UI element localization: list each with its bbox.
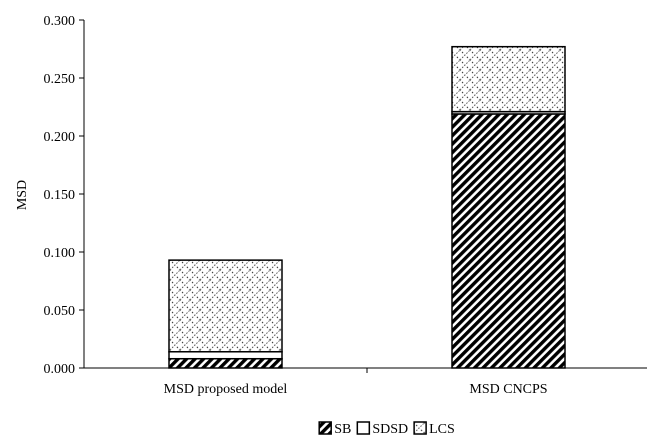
y-tick-label: 0.250: [44, 72, 76, 87]
bar-segment-sb-2: [451, 113, 566, 369]
legend-swatch: [413, 421, 427, 435]
bars: [168, 45, 566, 369]
bar-segment-sdsd-1: [168, 351, 283, 360]
y-tick-label: 0.300: [44, 14, 76, 29]
y-tick-label: 0.150: [44, 188, 76, 203]
legend-swatch: [318, 421, 332, 435]
y-tick-label: 0.200: [44, 130, 76, 145]
legend-swatch: [356, 421, 371, 435]
y-ticks: 0.000 0.050 0.100 0.150 0.200 0.250 0.300: [44, 14, 84, 377]
x-category-label: MSD CNCPS: [469, 382, 547, 397]
bar-segment-lcs-1: [168, 259, 283, 353]
legend-item-lcs: LCS: [413, 421, 455, 437]
legend-item-sdsd: SDSD: [356, 421, 408, 437]
x-category-label: MSD proposed model: [164, 382, 288, 397]
bar-segment-sb-1: [168, 357, 283, 369]
y-tick-label: 0.050: [44, 304, 76, 319]
y-axis-title: MSD: [15, 180, 30, 210]
legend: SB SDSD LCS: [318, 421, 455, 437]
legend-item-sb: SB: [318, 421, 351, 437]
legend-label: SB: [334, 422, 351, 437]
legend-label: SDSD: [372, 422, 408, 437]
y-tick-label: 0.000: [44, 362, 76, 377]
y-tick-label: 0.100: [44, 246, 76, 261]
legend-label: LCS: [429, 422, 455, 437]
x-ticks: MSD proposed model MSD CNCPS: [164, 368, 548, 397]
bar-segment-lcs-2: [451, 45, 566, 113]
